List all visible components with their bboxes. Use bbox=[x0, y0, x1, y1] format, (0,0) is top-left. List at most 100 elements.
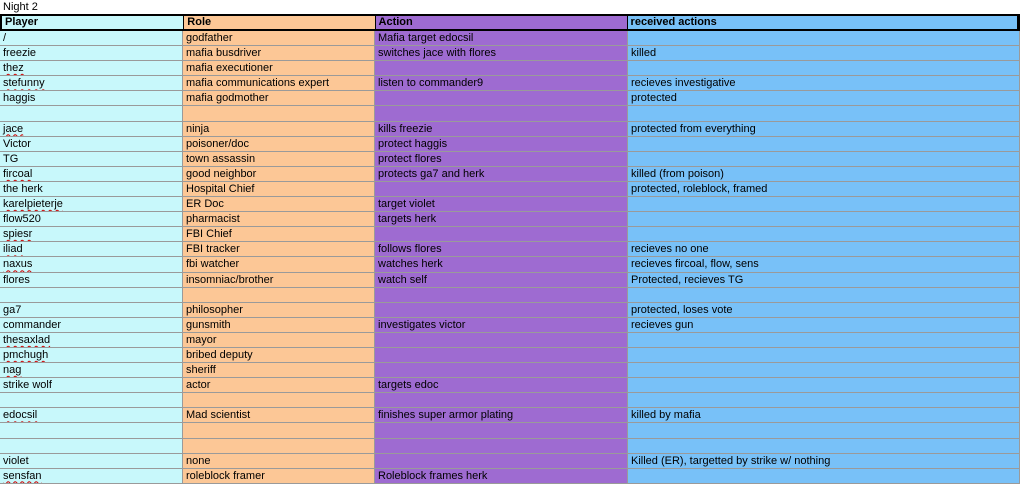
action-cell[interactable] bbox=[375, 423, 628, 439]
role-cell[interactable]: ER Doc bbox=[183, 197, 375, 213]
action-cell[interactable]: listen to commander9 bbox=[375, 76, 628, 92]
player-cell[interactable] bbox=[0, 438, 183, 454]
role-cell[interactable]: sheriff bbox=[183, 363, 375, 379]
received-cell[interactable] bbox=[628, 363, 1020, 379]
role-cell[interactable]: mafia busdriver bbox=[183, 46, 375, 62]
player-cell[interactable] bbox=[0, 106, 183, 122]
received-cell[interactable]: Killed (ER), targetted by strike w/ noth… bbox=[628, 453, 1020, 469]
received-cell[interactable] bbox=[628, 438, 1020, 454]
received-cell[interactable] bbox=[628, 378, 1020, 394]
role-cell[interactable]: bribed deputy bbox=[183, 347, 375, 364]
received-cell[interactable] bbox=[628, 347, 1020, 364]
player-cell[interactable]: edocsil bbox=[0, 408, 183, 424]
role-cell[interactable] bbox=[183, 106, 375, 122]
action-cell[interactable] bbox=[375, 227, 628, 243]
player-cell[interactable]: the herk bbox=[0, 181, 183, 198]
received-cell[interactable] bbox=[628, 423, 1020, 439]
player-cell[interactable]: pmchugh bbox=[0, 347, 183, 364]
role-cell[interactable]: none bbox=[183, 453, 375, 469]
received-cell[interactable]: recieves investigative bbox=[628, 76, 1020, 92]
action-cell[interactable] bbox=[375, 363, 628, 379]
received-cell[interactable]: killed by mafia bbox=[628, 408, 1020, 424]
role-cell[interactable]: Mad scientist bbox=[183, 408, 375, 424]
player-cell[interactable]: flores bbox=[0, 272, 183, 288]
player-cell[interactable]: karelpieterje bbox=[0, 197, 183, 213]
received-cell[interactable] bbox=[628, 332, 1020, 348]
action-cell[interactable] bbox=[375, 181, 628, 198]
action-cell[interactable]: switches jace with flores bbox=[375, 46, 628, 62]
role-cell[interactable]: mafia executioner bbox=[183, 61, 375, 77]
received-cell[interactable] bbox=[628, 212, 1020, 228]
role-cell[interactable]: pharmacist bbox=[183, 212, 375, 228]
player-cell[interactable]: thesaxlad bbox=[0, 332, 183, 348]
header-role[interactable]: Role bbox=[184, 16, 376, 29]
action-cell[interactable] bbox=[375, 347, 628, 364]
role-cell[interactable]: mayor bbox=[183, 332, 375, 348]
player-cell[interactable]: fircoal bbox=[0, 166, 183, 182]
player-cell[interactable] bbox=[0, 287, 183, 303]
player-cell[interactable]: thez bbox=[0, 61, 183, 77]
header-action[interactable]: Action bbox=[375, 16, 628, 29]
received-cell[interactable]: protected, roleblock, framed bbox=[628, 181, 1020, 198]
action-cell[interactable] bbox=[375, 106, 628, 122]
received-cell[interactable]: protected bbox=[628, 91, 1020, 107]
player-cell[interactable]: strike wolf bbox=[0, 378, 183, 394]
received-cell[interactable]: recieves no one bbox=[628, 242, 1020, 258]
action-cell[interactable]: finishes super armor plating bbox=[375, 408, 628, 424]
role-cell[interactable]: ninja bbox=[183, 121, 375, 137]
action-cell[interactable]: watches herk bbox=[375, 257, 628, 273]
role-cell[interactable]: poisoner/doc bbox=[183, 136, 375, 152]
role-cell[interactable] bbox=[183, 393, 375, 409]
received-cell[interactable]: killed (from poison) bbox=[628, 166, 1020, 182]
role-cell[interactable]: actor bbox=[183, 378, 375, 394]
action-cell[interactable]: protects ga7 and herk bbox=[375, 166, 628, 182]
role-cell[interactable]: mafia communications expert bbox=[183, 76, 375, 92]
role-cell[interactable]: town assassin bbox=[183, 151, 375, 167]
header-received-actions[interactable]: received actions bbox=[627, 16, 1018, 29]
player-cell[interactable]: commander bbox=[0, 317, 183, 333]
received-cell[interactable] bbox=[628, 106, 1020, 122]
role-cell[interactable] bbox=[183, 423, 375, 439]
player-cell[interactable] bbox=[0, 393, 183, 409]
received-cell[interactable] bbox=[628, 151, 1020, 167]
role-cell[interactable] bbox=[183, 438, 375, 454]
player-cell[interactable]: iliad bbox=[0, 242, 183, 258]
action-cell[interactable] bbox=[375, 287, 628, 303]
player-cell[interactable]: / bbox=[0, 31, 183, 47]
received-cell[interactable]: recieves gun bbox=[628, 317, 1020, 333]
action-cell[interactable]: protect flores bbox=[375, 151, 628, 167]
received-cell[interactable] bbox=[628, 136, 1020, 152]
action-cell[interactable]: investigates victor bbox=[375, 317, 628, 333]
action-cell[interactable] bbox=[375, 61, 628, 77]
received-cell[interactable]: recieves fircoal, flow, sens bbox=[628, 257, 1020, 273]
action-cell[interactable]: follows flores bbox=[375, 242, 628, 258]
received-cell[interactable]: protected, loses vote bbox=[628, 302, 1020, 318]
received-cell[interactable] bbox=[628, 31, 1020, 47]
role-cell[interactable]: godfather bbox=[183, 31, 375, 47]
player-cell[interactable]: spiesr bbox=[0, 227, 183, 243]
player-cell[interactable]: naxus bbox=[0, 257, 183, 273]
action-cell[interactable] bbox=[375, 332, 628, 348]
role-cell[interactable]: fbi watcher bbox=[183, 257, 375, 273]
player-cell[interactable]: violet bbox=[0, 453, 183, 469]
received-cell[interactable] bbox=[628, 287, 1020, 303]
action-cell[interactable]: kills freezie bbox=[375, 121, 628, 137]
action-cell[interactable] bbox=[375, 438, 628, 454]
action-cell[interactable]: target violet bbox=[375, 197, 628, 213]
received-cell[interactable]: protected from everything bbox=[628, 121, 1020, 137]
role-cell[interactable] bbox=[183, 287, 375, 303]
player-cell[interactable]: Victor bbox=[0, 136, 183, 152]
header-player[interactable]: Player bbox=[2, 16, 185, 29]
action-cell[interactable]: targets herk bbox=[375, 212, 628, 228]
action-cell[interactable]: targets edoc bbox=[375, 378, 628, 394]
received-cell[interactable] bbox=[628, 197, 1020, 213]
player-cell[interactable]: flow520 bbox=[0, 212, 183, 228]
player-cell[interactable]: freezie bbox=[0, 46, 183, 62]
received-cell[interactable] bbox=[628, 468, 1020, 484]
action-cell[interactable] bbox=[375, 91, 628, 107]
player-cell[interactable]: nag bbox=[0, 363, 183, 379]
action-cell[interactable] bbox=[375, 453, 628, 469]
player-cell[interactable]: jace bbox=[0, 121, 183, 137]
received-cell[interactable] bbox=[628, 61, 1020, 77]
role-cell[interactable]: gunsmith bbox=[183, 317, 375, 333]
